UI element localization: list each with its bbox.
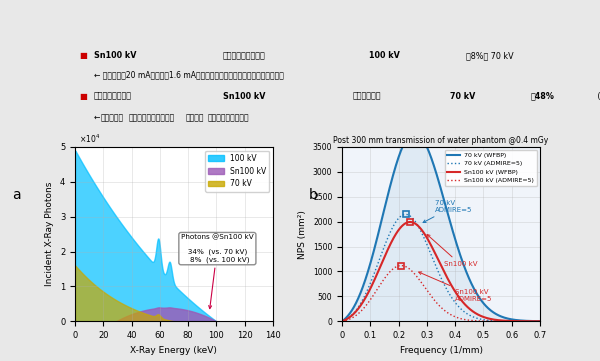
70 kV (WFBP) [493,312,500,316]
Text: の照射フォトン量は: の照射フォトン量は [223,51,266,60]
Sn100 kV (ADMIRE=5) [387,269,394,273]
Sn100 kV (WFBP) [401,222,408,226]
Y-axis label: Incident X-Ray Photons: Incident X-Ray Photons [46,182,55,286]
Text: 非透影撮影: 非透影撮影 [101,113,124,122]
Text: の8%、 70 kV: の8%、 70 kV [466,51,514,60]
Text: の画質が期待できる: の画質が期待できる [208,113,249,122]
70 kV (WFBP) [338,319,346,323]
Text: a: a [12,188,20,202]
70 kV (WFBP) [401,140,408,144]
Sn100 kV (ADMIRE=5) [394,264,401,268]
70 kV (ADMIRE=5) [517,319,524,323]
Sn100 kV (WFBP) [536,319,544,323]
70 kV (WFBP) [394,157,401,161]
Sn100 kV (WFBP) [387,242,394,246]
Text: (ADMIRE=Off): (ADMIRE=Off) [595,92,600,101]
Text: 70 kV
ADMIRE=5: 70 kV ADMIRE=5 [423,200,473,222]
Text: ■: ■ [80,92,88,101]
Text: b: b [309,188,318,202]
70 kV (ADMIRE=5) [493,319,500,323]
Sn100 kV (WFBP) [394,229,401,233]
70 kV (WFBP) [517,318,524,323]
Line: Sn100 kV (WFBP): Sn100 kV (WFBP) [342,222,540,321]
70 kV (WFBP) [536,319,544,323]
X-axis label: Frequency (1/mm): Frequency (1/mm) [400,345,482,355]
Text: の48%: の48% [530,92,554,101]
Text: Sn100 kV: Sn100 kV [94,51,136,60]
Legend: 100 kV, Sn100 kV, 70 kV: 100 kV, Sn100 kV, 70 kV [205,151,269,192]
Sn100 kV (ADMIRE=5) [338,319,346,323]
Line: Sn100 kV (ADMIRE=5): Sn100 kV (ADMIRE=5) [342,266,540,321]
Text: 低ノイズ: 低ノイズ [185,113,204,122]
70 kV (ADMIRE=5) [536,319,544,323]
Line: 70 kV (WFBP): 70 kV (WFBP) [342,132,540,321]
Line: 70 kV (ADMIRE=5): 70 kV (ADMIRE=5) [342,214,540,321]
Text: ←: ← [94,113,103,122]
Text: Sn100 kV: Sn100 kV [427,235,478,268]
Text: 70 kV: 70 kV [0,360,1,361]
Title: Post 300 mm transmission of water phantom @0.4 mGy: Post 300 mm transmission of water phanto… [334,136,548,145]
Sn100 kV (ADMIRE=5) [397,264,404,268]
Text: Sn100 kV
ADMIRE=5: Sn100 kV ADMIRE=5 [419,272,493,303]
Sn100 kV (WFBP) [406,220,413,224]
70 kV (ADMIRE=5) [401,212,408,217]
X-axis label: X-Ray Energy (keV): X-Ray Energy (keV) [130,345,217,355]
Sn100 kV (ADMIRE=5) [517,319,524,323]
70 kV (ADMIRE=5) [387,230,394,234]
Text: ×10$^4$: ×10$^4$ [79,133,100,145]
Text: においては低線量でも: においては低線量でも [128,113,175,122]
70 kV (WFBP) [469,283,476,288]
Sn100 kV (WFBP) [338,319,346,323]
70 kV (ADMIRE=5) [469,314,476,319]
Text: 同一線量における: 同一線量における [94,92,131,101]
Sn100 kV (WFBP) [469,309,476,313]
70 kV (WFBP) [411,130,418,135]
Text: のノイズ量は: のノイズ量は [353,92,381,101]
Sn100 kV (ADMIRE=5) [469,318,476,323]
70 kV (ADMIRE=5) [394,217,401,221]
Sn100 kV (ADMIRE=5) [536,319,544,323]
Sn100 kV (ADMIRE=5) [401,264,409,269]
Text: Photons @Sn100 kV

   34%  (vs. 70 kV)
    8%  (vs. 100 kV): Photons @Sn100 kV 34% (vs. 70 kV) 8% (vs… [181,234,254,309]
Sn100 kV (WFBP) [517,319,524,323]
Text: Sn100 kV: Sn100 kV [223,92,266,101]
Text: ← 最低管電流20 mAによって1.6 mA相当の照射線量を実現するスマートな方法: ← 最低管電流20 mAによって1.6 mA相当の照射線量を実現するスマートな方… [94,70,283,79]
70 kV (WFBP) [387,182,394,187]
70 kV (ADMIRE=5) [402,212,409,217]
Text: 70 kV: 70 kV [449,92,475,101]
Y-axis label: NPS (mm²): NPS (mm²) [298,210,307,258]
Text: 100 kV: 100 kV [368,51,400,60]
Sn100 kV (ADMIRE=5) [493,319,500,323]
Sn100 kV (WFBP) [493,318,500,322]
Legend: 70 kV (WFBP), 70 kV (ADMIRE=5), Sn100 kV (WFBP), Sn100 kV (ADMIRE=5): 70 kV (WFBP), 70 kV (ADMIRE=5), Sn100 kV… [445,150,537,186]
70 kV (ADMIRE=5) [338,319,346,323]
Text: ■: ■ [80,51,88,60]
